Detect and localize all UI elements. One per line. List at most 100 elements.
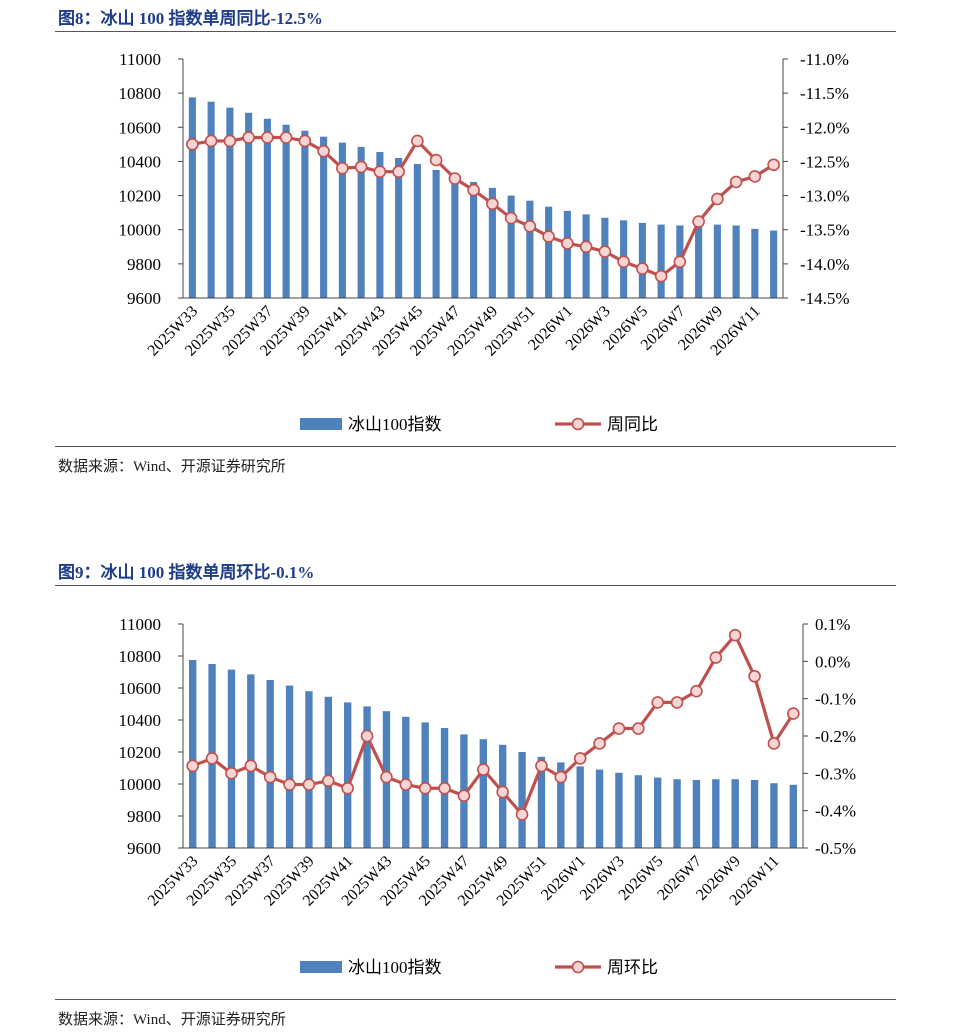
legend-line-label: 周环比 <box>607 958 658 977</box>
left-axis-tick-label: 10400 <box>119 152 162 171</box>
bar-2025W35 <box>227 669 236 848</box>
bar-2026W2 <box>582 214 590 298</box>
figure-8-title: 图8：冰山 100 指数单周同比-12.5% <box>58 9 323 28</box>
figure-8-top-rule <box>55 31 896 32</box>
line-point-2025W35 <box>223 134 237 148</box>
right-axis-tick-label: -12.5% <box>800 152 850 171</box>
bar-2025W43 <box>376 152 384 298</box>
left-axis-tick-label: 10800 <box>119 84 162 103</box>
line-point-2025W39 <box>302 778 316 791</box>
right-axis-tick-label: -11.0% <box>800 50 849 69</box>
line-point-2025W48 <box>467 183 480 197</box>
line-周环比 <box>192 633 795 816</box>
legend-bar-label: 冰山100指数 <box>348 415 442 434</box>
line-point-2025W52 <box>542 230 555 243</box>
line-point-2025W52 <box>554 770 568 784</box>
bar-2026W12 <box>789 784 797 848</box>
bar-2025W37 <box>263 118 271 298</box>
line-point-2026W8 <box>709 651 723 664</box>
figure-8-bottom-rule <box>55 446 896 447</box>
right-axis-tick-label: -0.2% <box>815 727 856 746</box>
bar-2026W9 <box>713 224 721 298</box>
bar-2025W39 <box>305 691 313 848</box>
line-point-2026W9 <box>728 628 742 642</box>
bar-2026W3 <box>615 772 623 848</box>
line-point-2025W36 <box>242 131 255 144</box>
line-point-2026W9 <box>711 192 724 206</box>
line-point-2026W3 <box>598 245 612 258</box>
line-point-2025W33 <box>186 759 199 773</box>
legend-bar-swatch <box>300 418 342 430</box>
bar-2026W1 <box>576 766 584 848</box>
bar-2025W51 <box>526 200 534 298</box>
right-axis-tick-label: -12.0% <box>800 118 850 137</box>
bar-2025W48 <box>470 181 478 298</box>
figure-8-chart: 9600 9800 10000 10200 10400 10600 10800 11000 -1… <box>119 50 850 434</box>
right-axis-tick-label: 0.1% <box>815 615 850 634</box>
line-point-2025W37 <box>261 131 274 144</box>
legend-bar-label: 冰山100指数 <box>348 958 442 977</box>
right-axis-tick-label: -14.0% <box>800 255 850 274</box>
legend-line-marker <box>571 417 585 431</box>
line-point-2025W42 <box>360 729 374 743</box>
line-point-2026W10 <box>748 669 761 683</box>
line-point-2026W2 <box>579 240 593 254</box>
line-point-2025W38 <box>283 778 296 791</box>
line-point-2026W4 <box>632 722 645 735</box>
right-axis-tick-label: -0.1% <box>815 690 856 709</box>
line-point-2025W51 <box>523 220 537 233</box>
bar-2025W42 <box>363 706 371 848</box>
bar-2026W7 <box>692 780 701 848</box>
line-point-2025W45 <box>411 134 424 148</box>
line-point-2025W40 <box>322 774 335 788</box>
line-point-2025W38 <box>279 131 293 144</box>
bar-2025W49 <box>488 187 496 298</box>
figure-9-title: 图9：冰山 100 指数单周环比-0.1% <box>58 563 315 582</box>
left-axis-tick-label: 9600 <box>127 839 161 858</box>
line-point-2026W12 <box>767 158 780 172</box>
bar-2026W11 <box>770 783 778 848</box>
left-axis-tick-label: 10200 <box>119 743 162 762</box>
line-point-2026W1 <box>561 237 574 250</box>
line-point-2025W49 <box>496 785 509 799</box>
line-point-2026W10 <box>729 175 743 189</box>
bar-2026W12 <box>770 230 778 298</box>
right-axis-tick-label: -13.5% <box>800 221 850 240</box>
figure-9-top-rule <box>55 585 896 586</box>
left-axis-tick-label: 10400 <box>119 711 162 730</box>
bar-2026W9 <box>731 779 739 848</box>
bar-2025W38 <box>285 685 294 848</box>
right-axis-tick-label: 0.0% <box>815 652 850 671</box>
right-axis-tick-label: -11.5% <box>800 84 849 103</box>
line-point-2025W41 <box>341 781 354 795</box>
right-axis-tick-label: -14.5% <box>800 289 850 308</box>
figure-9-chart: 9600 9800 10000 10200 10400 10600 10800 11000 -0… <box>119 615 857 977</box>
line-point-2026W11 <box>748 170 762 183</box>
line-point-2025W51 <box>535 759 548 773</box>
bar-2026W4 <box>634 775 642 848</box>
line-point-2025W48 <box>477 763 490 776</box>
bar-2025W42 <box>357 146 365 298</box>
line-point-2026W4 <box>617 255 630 269</box>
line-point-2026W12 <box>787 707 800 720</box>
line-周同比 <box>192 135 775 278</box>
bar-2025W35 <box>226 107 234 299</box>
line-point-2026W1 <box>573 752 587 765</box>
line-point-2025W50 <box>515 808 529 821</box>
left-axis-tick-label: 10000 <box>119 775 162 794</box>
legend-line-label: 周同比 <box>607 415 658 434</box>
bar-2025W37 <box>266 680 274 848</box>
line-point-2025W47 <box>457 789 471 803</box>
left-axis-tick-label: 10600 <box>119 679 162 698</box>
line-point-2025W46 <box>438 781 451 795</box>
legend-bar-swatch <box>300 961 342 973</box>
line-point-2025W44 <box>392 165 405 178</box>
bar-2026W10 <box>732 225 740 298</box>
bar-2025W41 <box>344 702 352 848</box>
line-point-2025W33 <box>186 138 199 151</box>
bar-2026W3 <box>601 217 609 298</box>
line-point-2026W6 <box>654 269 668 283</box>
bar-2025W47 <box>451 176 459 298</box>
right-axis-tick-label: -13.0% <box>800 187 850 206</box>
figure-9-bottom-rule <box>55 999 896 1000</box>
